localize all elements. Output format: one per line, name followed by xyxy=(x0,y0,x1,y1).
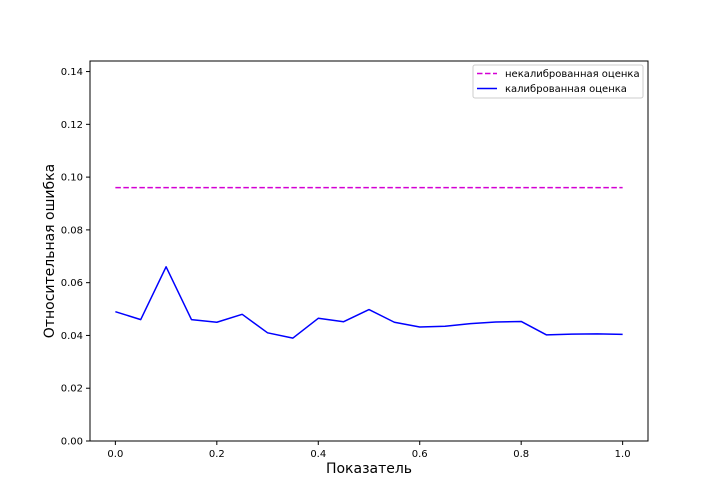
plot-frame xyxy=(89,60,649,442)
x-tick-label: 1.0 xyxy=(615,449,631,460)
series-line-calibrated xyxy=(115,266,623,339)
x-tick-label: 0.6 xyxy=(412,449,428,460)
y-axis-ticks: 0.00 0.02 0.04 0.06 0.08 0.10 0.12 0.14 xyxy=(61,67,90,448)
y-tick-label: 0.08 xyxy=(61,225,83,236)
y-tick-label: 0.10 xyxy=(61,173,83,184)
x-axis-label: Показатель xyxy=(326,461,412,477)
y-tick-label: 0.06 xyxy=(61,278,83,289)
x-tick-label: 0.8 xyxy=(513,449,529,460)
plot-area xyxy=(90,61,648,441)
y-tick-label: 0.12 xyxy=(61,120,83,131)
legend-label-calibrated: калиброванная оценка xyxy=(505,84,627,95)
x-tick-label: 0.2 xyxy=(209,449,225,460)
y-tick-label: 0.00 xyxy=(61,437,83,448)
y-tick-label: 0.04 xyxy=(61,331,83,342)
series-layer xyxy=(115,186,623,339)
x-tick-label: 0.4 xyxy=(310,449,326,460)
x-axis-ticks: 0.0 0.2 0.4 0.6 0.8 1.0 xyxy=(107,441,631,460)
legend: некалиброванная оценка калиброванная оце… xyxy=(472,64,644,99)
y-tick-label: 0.14 xyxy=(61,67,83,78)
y-axis-label: Относительная ошибка xyxy=(42,164,58,338)
legend-box xyxy=(472,64,644,99)
legend-label-uncalibrated: некалиброванная оценка xyxy=(505,69,640,80)
x-tick-label: 0.0 xyxy=(107,449,123,460)
y-tick-label: 0.02 xyxy=(61,384,83,395)
